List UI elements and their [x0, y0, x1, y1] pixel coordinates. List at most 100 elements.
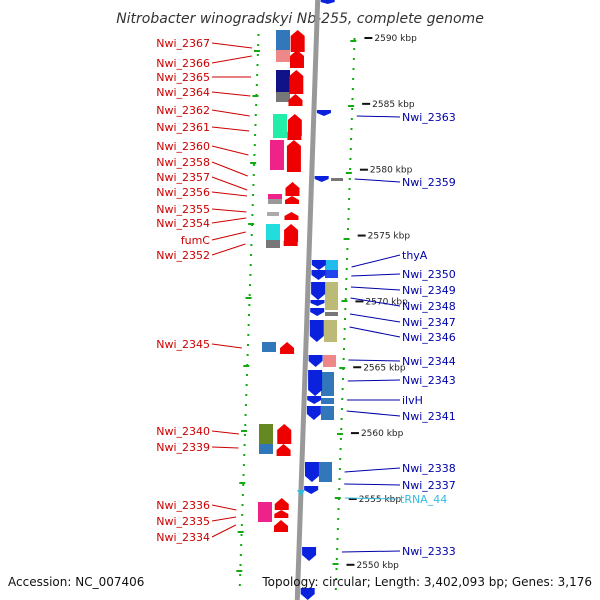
gc-dot — [340, 418, 343, 420]
gc-dot — [346, 248, 349, 250]
feature-box — [321, 372, 334, 396]
tick-label: 2570 kbp — [365, 297, 408, 307]
gene-label: ilvH — [402, 394, 423, 407]
label-connector — [211, 145, 249, 156]
reverse-gene-arrow — [307, 396, 322, 404]
feature-box — [331, 178, 343, 181]
gc-dot — [341, 388, 344, 390]
gc-dash — [250, 162, 257, 164]
tick-mark — [353, 366, 362, 369]
gene-label: Nwi_2352 — [156, 249, 210, 262]
gc-dot — [351, 98, 354, 100]
feature-box — [276, 70, 290, 92]
tick-mark — [362, 102, 371, 105]
gc-dot — [245, 374, 248, 376]
gc-dot — [347, 208, 350, 210]
gc-dot — [339, 438, 342, 440]
gc-dot — [337, 518, 340, 520]
forward-gene-arrow — [285, 196, 300, 204]
forward-gene-arrow — [286, 140, 301, 172]
forward-gene-arrow — [283, 236, 298, 246]
gene-label: Nwi_2337 — [402, 479, 456, 492]
label-connector — [341, 550, 401, 553]
gene-label: Nwi_2367 — [156, 37, 210, 50]
tick-mark — [359, 168, 368, 171]
gc-dot — [257, 44, 260, 46]
gc-dot — [336, 538, 339, 540]
genome-summary-text: Topology: circular; Length: 3,402,093 bp… — [261, 575, 592, 589]
gc-dot — [251, 204, 254, 206]
label-connector — [211, 430, 239, 435]
gc-dot — [255, 84, 258, 86]
feature-box — [273, 114, 287, 138]
label-connector — [211, 126, 250, 132]
gene-label: Nwi_2348 — [402, 300, 456, 313]
accession-text: Accession: NC_007406 — [8, 575, 144, 589]
gc-dot — [348, 188, 351, 190]
gc-dot — [256, 74, 259, 76]
gc-dot — [248, 294, 251, 296]
gene-label: Nwi_2346 — [402, 331, 456, 344]
forward-gene-arrow — [280, 342, 295, 354]
gc-dash — [237, 531, 244, 533]
gc-dot — [239, 574, 242, 576]
feature-box — [324, 320, 337, 342]
gc-dot — [245, 384, 248, 386]
gc-dot — [253, 144, 256, 146]
label-connector — [211, 504, 237, 511]
label-connector — [351, 254, 401, 268]
gene-label: Nwi_2350 — [402, 268, 456, 281]
gc-dash — [332, 563, 339, 565]
feature-box — [268, 199, 282, 204]
gc-dot — [348, 198, 351, 200]
label-connector — [347, 379, 401, 382]
label-connector — [211, 91, 251, 97]
gc-dot — [336, 548, 339, 550]
tick-label: 2560 kbp — [361, 429, 404, 439]
gc-dot — [344, 308, 347, 310]
label-connector — [211, 217, 247, 224]
gene-label: Nwi_2339 — [156, 441, 210, 454]
gc-dash — [236, 570, 243, 572]
gc-dot — [243, 454, 246, 456]
gc-dot — [248, 314, 251, 316]
gene-label: Nwi_2344 — [402, 355, 456, 368]
gc-dash — [339, 367, 346, 369]
gc-dot — [352, 58, 355, 60]
gc-dot — [338, 478, 341, 480]
gene-label: Nwi_2365 — [156, 71, 210, 84]
gc-dot — [246, 344, 249, 346]
tick-mark — [364, 37, 373, 39]
gc-dot — [341, 398, 344, 400]
reverse-gene-arrow — [306, 406, 321, 420]
tick-label: 2580 kbp — [370, 166, 413, 176]
gene-label: Nwi_2366 — [156, 57, 210, 70]
gc-dot — [345, 268, 348, 270]
feature-box — [266, 224, 280, 240]
label-connector — [350, 286, 401, 291]
feature-box — [323, 355, 336, 367]
label-connector — [211, 161, 248, 177]
gc-dot — [351, 88, 354, 90]
gc-dot — [338, 468, 341, 470]
gene-label: Nwi_2343 — [402, 374, 456, 387]
gc-dot — [350, 128, 353, 130]
gc-dash — [350, 40, 357, 42]
gc-dot — [239, 564, 242, 566]
tick-label: 2590 kbp — [374, 34, 417, 44]
gene-label: Nwi_2355 — [156, 203, 210, 216]
gc-dot — [345, 288, 348, 290]
gc-dot — [253, 154, 256, 156]
gc-dash — [252, 95, 259, 97]
gc-dot — [344, 318, 347, 320]
gene-label: Nwi_2364 — [156, 86, 210, 99]
gc-dot — [257, 34, 260, 36]
gc-dash — [241, 430, 248, 432]
label-connector — [346, 410, 401, 417]
map-title: Nitrobacter winogradskyi Nb-255, complet… — [116, 11, 484, 27]
gc-dash — [341, 300, 348, 302]
feature-box — [325, 270, 338, 278]
label-connector — [354, 178, 401, 183]
label-connector — [211, 55, 252, 64]
